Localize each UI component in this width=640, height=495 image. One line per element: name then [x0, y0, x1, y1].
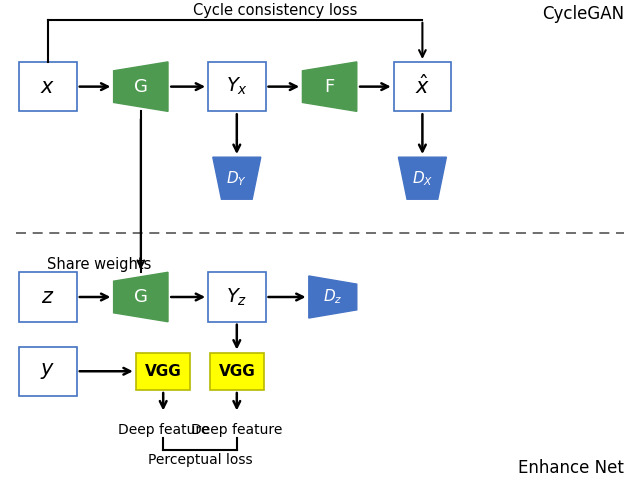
Text: VGG: VGG [145, 364, 182, 379]
Text: $z$: $z$ [42, 287, 54, 307]
Bar [19, 62, 77, 111]
Text: CycleGAN: CycleGAN [542, 5, 624, 23]
Text: Deep feature: Deep feature [191, 423, 282, 437]
Bar [208, 62, 266, 111]
Bar [394, 62, 451, 111]
Text: $D_Y$: $D_Y$ [227, 169, 247, 188]
Bar [19, 346, 77, 396]
Text: G: G [134, 78, 148, 96]
Text: $D_z$: $D_z$ [323, 288, 342, 306]
Text: F: F [324, 78, 335, 96]
Polygon shape [114, 62, 168, 111]
Bar [136, 352, 191, 390]
Text: $\hat{x}$: $\hat{x}$ [415, 75, 430, 99]
Text: Share weights: Share weights [47, 257, 152, 272]
Text: G: G [134, 288, 148, 306]
Text: $Y_x$: $Y_x$ [226, 76, 248, 98]
Text: $y$: $y$ [40, 361, 56, 381]
Text: Perceptual loss: Perceptual loss [148, 453, 252, 467]
Bar [210, 352, 264, 390]
Polygon shape [212, 157, 261, 199]
Text: Enhance Net: Enhance Net [518, 459, 624, 477]
Polygon shape [398, 157, 447, 199]
Bar [208, 272, 266, 322]
Text: $Y_z$: $Y_z$ [226, 286, 248, 308]
Text: Deep feature: Deep feature [118, 423, 209, 437]
Polygon shape [303, 62, 357, 111]
Text: VGG: VGG [218, 364, 255, 379]
Polygon shape [309, 276, 357, 318]
Bar [19, 272, 77, 322]
Text: $x$: $x$ [40, 77, 56, 97]
Text: $D_X$: $D_X$ [412, 169, 433, 188]
Polygon shape [114, 272, 168, 322]
Text: Cycle consistency loss: Cycle consistency loss [193, 3, 357, 18]
